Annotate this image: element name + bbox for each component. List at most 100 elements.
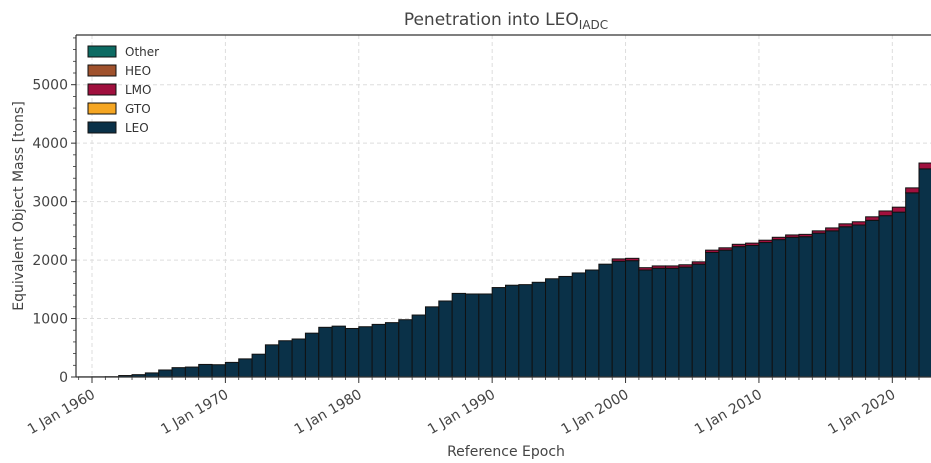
x-tick-label: 1 Jan 2010 bbox=[692, 387, 765, 438]
y-tick-label: 2000 bbox=[32, 253, 68, 269]
bar-leo-1972 bbox=[251, 353, 266, 378]
bar-leo-2019 bbox=[878, 215, 893, 378]
bar-lmo-2003 bbox=[665, 265, 680, 269]
bar-leo-2004 bbox=[678, 266, 693, 378]
bar-leo-2022 bbox=[918, 168, 931, 378]
bar-leo-1979 bbox=[344, 327, 360, 378]
bar-leo-1998 bbox=[598, 263, 613, 378]
y-tick-label: 5000 bbox=[32, 78, 68, 94]
bar-lmo-2009 bbox=[745, 242, 760, 246]
bar-lmo-2021 bbox=[905, 187, 920, 194]
bar-lmo-2018 bbox=[865, 216, 880, 221]
bar-leo-1987 bbox=[451, 292, 466, 378]
bar-lmo-2020 bbox=[891, 206, 907, 213]
bar-leo-1983 bbox=[398, 319, 413, 378]
bar-leo-2008 bbox=[731, 246, 747, 378]
legend-item-heo: HEO bbox=[87, 64, 151, 78]
legend-label: GTO bbox=[125, 102, 151, 116]
x-tick-label: 1 Jan 1990 bbox=[425, 387, 498, 438]
legend-label: HEO bbox=[125, 64, 151, 78]
bar-leo-1996 bbox=[571, 272, 587, 378]
bar-leo-1965 bbox=[158, 369, 173, 378]
bar-lmo-2016 bbox=[838, 223, 853, 228]
bar-leo-1994 bbox=[545, 278, 560, 378]
bar-leo-1989 bbox=[478, 293, 493, 378]
bar-leo-1968 bbox=[198, 363, 213, 378]
bar-leo-1976 bbox=[304, 332, 320, 378]
bar-leo-1966 bbox=[171, 367, 186, 378]
bar-leo-2016 bbox=[838, 226, 853, 378]
bar-lmo-2006 bbox=[705, 249, 720, 253]
bar-leo-1971 bbox=[238, 358, 253, 378]
legend-item-lmo: LMO bbox=[87, 83, 151, 97]
y-tick-label: 3000 bbox=[32, 195, 68, 211]
bar-lmo-2005 bbox=[691, 261, 707, 265]
bar-leo-1982 bbox=[384, 322, 400, 378]
legend-label: LMO bbox=[125, 83, 151, 97]
legend: Other HEO LMO GTO LEO bbox=[87, 45, 159, 135]
bar-lmo-2000 bbox=[625, 257, 640, 262]
y-tick-label: 0 bbox=[59, 370, 68, 386]
x-tick-label: 1 Jan 2020 bbox=[825, 387, 898, 438]
bar-leo-1974 bbox=[278, 340, 293, 378]
legend-item-other: Other bbox=[87, 45, 159, 59]
bar-leo-2007 bbox=[718, 249, 733, 378]
chart-title: Penetration into LEOIADC bbox=[404, 10, 608, 32]
bar-leo-2011 bbox=[771, 239, 787, 378]
bar-leo-1993 bbox=[531, 281, 547, 378]
bar-lmo-2017 bbox=[851, 221, 867, 226]
bar-leo-2012 bbox=[785, 236, 800, 378]
bar-lmo-2013 bbox=[798, 233, 813, 238]
bar-leo-1967 bbox=[184, 366, 200, 378]
bar-leo-1992 bbox=[518, 284, 533, 378]
bar-lmo-2022 bbox=[918, 162, 931, 170]
x-tick-label: 1 Jan 1960 bbox=[25, 387, 98, 438]
bar-leo-1985 bbox=[424, 306, 440, 378]
bar-leo-1986 bbox=[438, 300, 453, 378]
bar-leo-2005 bbox=[691, 263, 707, 378]
bar-leo-1990 bbox=[491, 287, 507, 378]
bar-leo-1991 bbox=[505, 284, 520, 378]
bar-leo-2013 bbox=[798, 236, 813, 378]
bar-lmo-2014 bbox=[811, 230, 827, 234]
bar-leo-1980 bbox=[358, 326, 373, 378]
bar-lmo-2011 bbox=[771, 236, 787, 241]
x-tick-label: 1 Jan 1970 bbox=[158, 387, 231, 438]
axes bbox=[75, 34, 931, 378]
bar-leo-2018 bbox=[865, 219, 880, 378]
bar-leo-1964 bbox=[144, 372, 160, 378]
x-tick-label: 1 Jan 2000 bbox=[559, 387, 632, 438]
bar-lmo-2008 bbox=[731, 243, 747, 248]
bar-leo-2021 bbox=[905, 192, 920, 378]
x-ticks: 1 Jan 1960 1 Jan 1970 1 Jan 1980 1 Jan 1990… bbox=[25, 377, 920, 438]
x-axis-title: Reference Epoch bbox=[447, 444, 565, 460]
bar-leo-2017 bbox=[851, 224, 867, 378]
bar-leo-2014 bbox=[811, 232, 827, 378]
bar-leo-2000 bbox=[625, 260, 640, 378]
bar-leo-2020 bbox=[891, 211, 907, 378]
bars bbox=[78, 162, 931, 378]
bar-leo-1969 bbox=[211, 364, 226, 378]
bar-leo-2001 bbox=[638, 269, 653, 378]
bar-lmo-2012 bbox=[785, 234, 800, 238]
legend-swatch bbox=[87, 83, 117, 96]
bar-leo-1995 bbox=[558, 275, 573, 378]
bar-lmo-2004 bbox=[678, 264, 693, 268]
bar-leo-2010 bbox=[758, 242, 773, 378]
legend-item-leo: LEO bbox=[87, 121, 149, 135]
bar-leo-2003 bbox=[665, 267, 680, 378]
y-tick-label: 4000 bbox=[32, 136, 68, 152]
x-tick-label: 1 Jan 1980 bbox=[292, 387, 365, 438]
bar-leo-2002 bbox=[651, 267, 667, 378]
bar-leo-1999 bbox=[611, 260, 627, 378]
bar-leo-1988 bbox=[464, 293, 480, 378]
bar-leo-1977 bbox=[318, 326, 333, 378]
bar-lmo-1999 bbox=[611, 258, 627, 262]
legend-label: LEO bbox=[125, 121, 149, 135]
bar-leo-1970 bbox=[224, 361, 240, 378]
bar-lmo-2007 bbox=[718, 247, 733, 251]
bar-leo-2006 bbox=[705, 251, 720, 378]
bar-lmo-2002 bbox=[651, 265, 667, 269]
y-ticks: 0 1000 2000 3000 4000 5000 bbox=[32, 37, 76, 386]
legend-item-gto: GTO bbox=[87, 102, 151, 116]
